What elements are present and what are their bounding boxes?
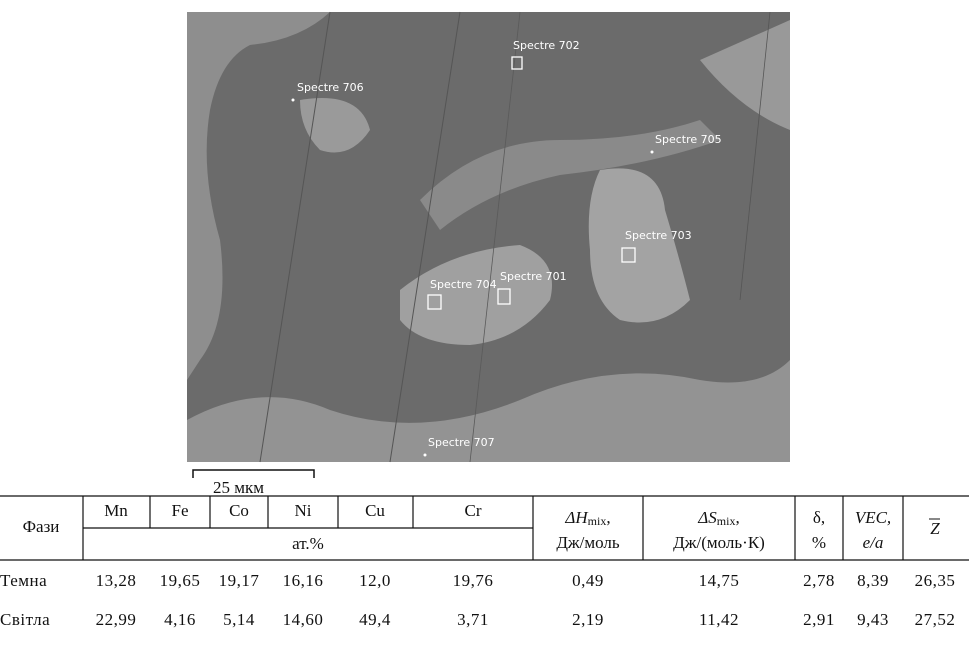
table-cell: 5,14 bbox=[223, 610, 255, 629]
header-cell: Co bbox=[229, 501, 249, 520]
header-cell: Cu bbox=[365, 501, 385, 520]
table-cell: 14,60 bbox=[283, 610, 324, 629]
header-cell: Mn bbox=[104, 501, 128, 520]
table-cell: Темна bbox=[0, 571, 47, 590]
spectrum-label: Spectre 701 bbox=[500, 270, 567, 283]
header-cell: ат.% bbox=[292, 534, 324, 553]
table-cell: 4,16 bbox=[164, 610, 196, 629]
header-cell: e/a bbox=[863, 533, 884, 552]
scale-bar-label: 25 мкм bbox=[213, 478, 264, 497]
micrograph: Spectre 702 Spectre 706 Spectre 705 Spec… bbox=[187, 11, 790, 463]
spectrum-label: Spectre 704 bbox=[430, 278, 497, 291]
table-cell: 8,39 bbox=[857, 571, 889, 590]
table-cell: 12,0 bbox=[359, 571, 391, 590]
table-cell: 2,91 bbox=[803, 610, 835, 629]
symbol: ΔH bbox=[564, 508, 589, 527]
table-cell: 22,99 bbox=[96, 610, 137, 629]
table-cell: 27,52 bbox=[915, 610, 956, 629]
header-cell: Fe bbox=[172, 501, 189, 520]
table-cell: 19,17 bbox=[219, 571, 260, 590]
header-cell: Ni bbox=[295, 501, 312, 520]
subscript: mix bbox=[588, 514, 607, 528]
table-cell: 19,76 bbox=[453, 571, 494, 590]
table-cell: 14,75 bbox=[699, 571, 740, 590]
header-cell: Cr bbox=[465, 501, 482, 520]
header-cell: ΔHmix, bbox=[564, 508, 610, 528]
header-cell: ΔSmix, bbox=[697, 508, 739, 528]
spectrum-label: Spectre 702 bbox=[513, 39, 580, 52]
subscript: mix bbox=[717, 514, 736, 528]
table: Фази Mn Fe Co Ni Cu Cr ат.% ΔHmix, Дж/моль ΔS… bbox=[0, 495, 969, 629]
table-cell: Світла bbox=[0, 610, 50, 629]
symbol: ΔS bbox=[697, 508, 717, 527]
spectrum-label: Spectre 706 bbox=[297, 81, 364, 94]
table-cell: 19,65 bbox=[160, 571, 201, 590]
spectrum-label: Spectre 705 bbox=[655, 133, 722, 146]
spectrum-label: Spectre 703 bbox=[625, 229, 692, 242]
table-cell: 13,28 bbox=[96, 571, 137, 590]
header-cell: Дж/(моль·К) bbox=[673, 533, 765, 552]
table-cell: 2,78 bbox=[803, 571, 835, 590]
table-cell: 2,19 bbox=[572, 610, 604, 629]
table-cell: 9,43 bbox=[857, 610, 889, 629]
header-cell: δ, bbox=[813, 508, 825, 527]
header-cell: % bbox=[812, 533, 826, 552]
table-cell: 26,35 bbox=[915, 571, 956, 590]
table-cell: 49,4 bbox=[359, 610, 391, 629]
table-cell: 3,71 bbox=[457, 610, 489, 629]
separator: , bbox=[606, 508, 610, 527]
table-cell: 16,16 bbox=[283, 571, 324, 590]
header-cell: Z bbox=[930, 519, 940, 538]
table-cell: 11,42 bbox=[699, 610, 739, 629]
header-cell: Фази bbox=[23, 517, 60, 536]
table-cell: 0,49 bbox=[572, 571, 604, 590]
separator: , bbox=[735, 508, 739, 527]
spectrum-label: Spectre 707 bbox=[428, 436, 495, 449]
header-cell: VEC, bbox=[855, 508, 891, 527]
header-cell: Дж/моль bbox=[556, 533, 620, 552]
